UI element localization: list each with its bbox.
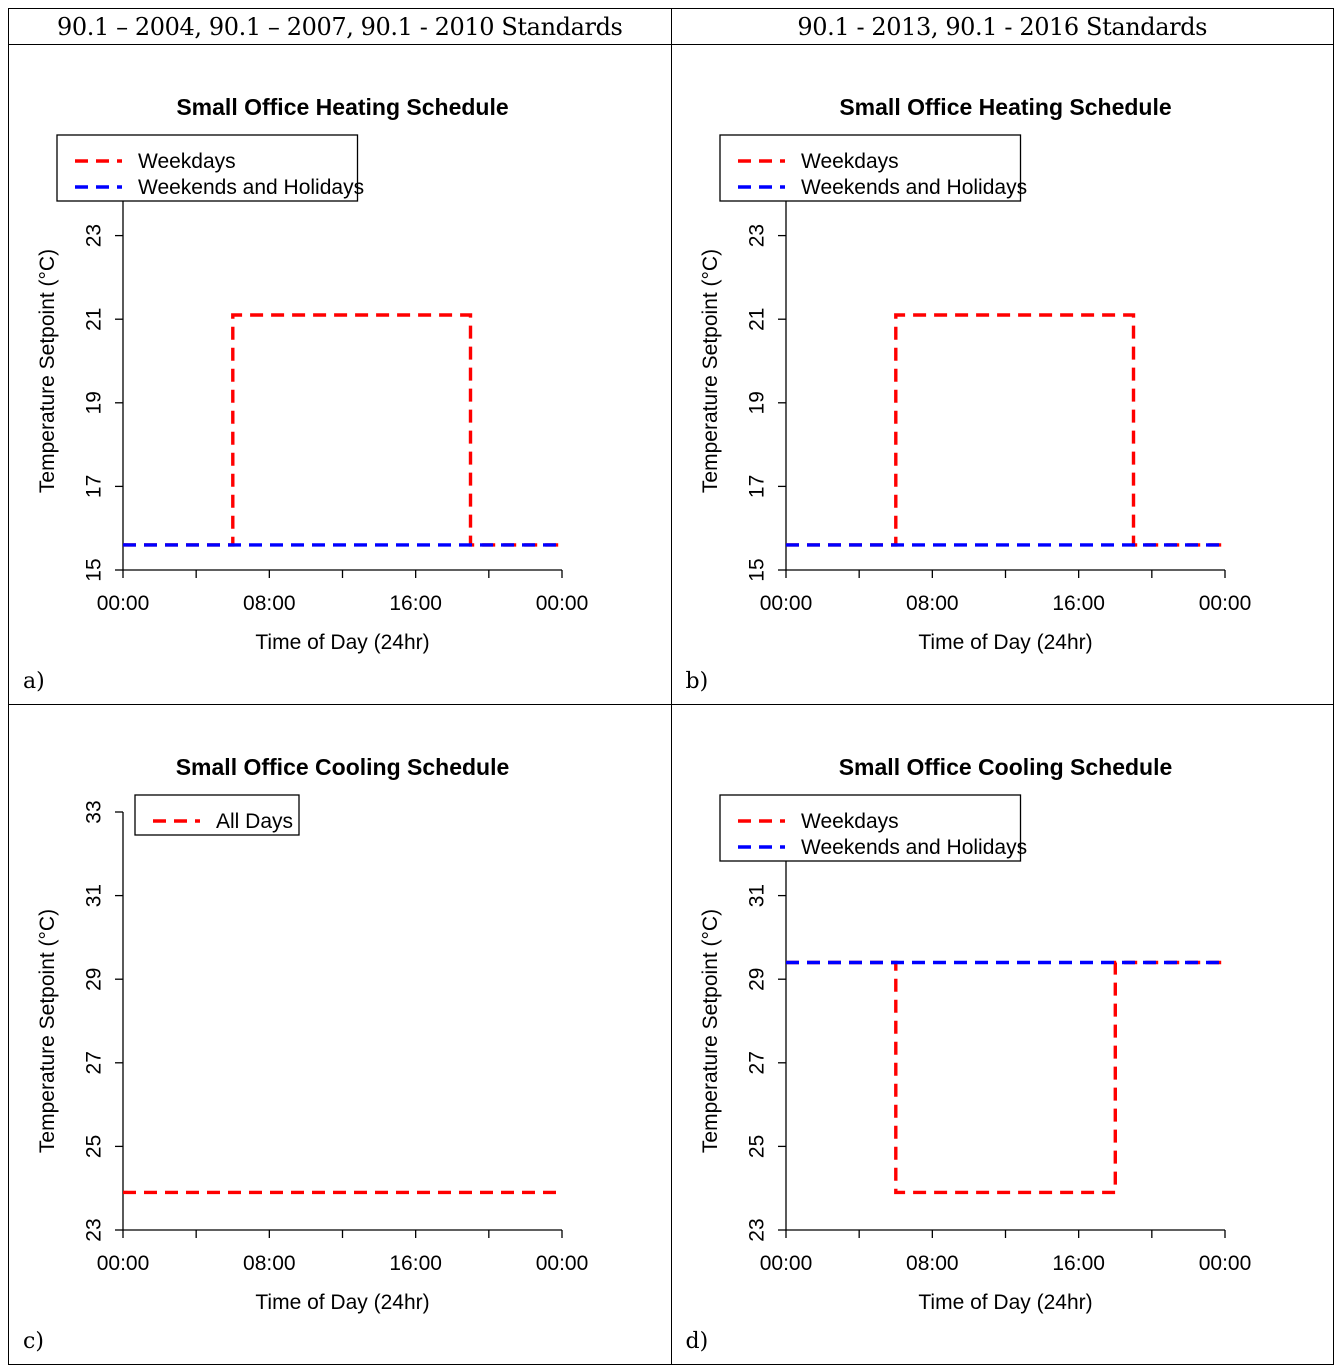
chart-a: Small Office Heating Schedule15171921232… bbox=[36, 94, 589, 654]
y-tick-label: 23 bbox=[745, 1218, 768, 1241]
legend-label: Weekends and Holidays bbox=[801, 836, 1027, 859]
chart-c: Small Office Cooling Schedule 23 25 27 29 31 3… bbox=[36, 754, 589, 1314]
y-tick-label: 27 bbox=[82, 1051, 105, 1074]
legend-box bbox=[718, 134, 1021, 202]
x-tick-label: 08:00 bbox=[243, 592, 296, 615]
chart-b: Small Office Heating Schedule15171921232… bbox=[699, 94, 1251, 654]
legend-label: Weekdays bbox=[138, 150, 236, 173]
x-axis-label: Time of Day (24hr) bbox=[918, 1291, 1092, 1314]
y-tick-label: 23 bbox=[82, 224, 105, 247]
y-tick-label: 29 bbox=[82, 968, 105, 991]
y-tick-label: 15 bbox=[82, 558, 105, 581]
y-tick-label: 31 bbox=[745, 884, 768, 907]
header-left: 90.1 – 2004, 90.1 – 2007, 90.1 - 2010 St… bbox=[8, 8, 672, 45]
y-tick-label: 21 bbox=[745, 308, 768, 331]
y-tick-label: 19 bbox=[82, 391, 105, 414]
y-axis-label: Temperature Setpoint (°C) bbox=[36, 909, 59, 1153]
legend-label: Weekends and Holidays bbox=[138, 176, 364, 199]
chart-title: Small Office Cooling Schedule bbox=[176, 754, 510, 780]
chart-title: Small Office Cooling Schedule bbox=[838, 754, 1172, 780]
panel-label-a: a) bbox=[23, 669, 45, 694]
panel-label-b: b) bbox=[685, 669, 709, 694]
y-tick-label: 31 bbox=[82, 884, 105, 907]
x-tick-label: 08:00 bbox=[243, 1252, 296, 1275]
chart-title: Small Office Heating Schedule bbox=[839, 94, 1171, 120]
x-tick-label: 08:00 bbox=[906, 1252, 959, 1275]
y-tick-label: 17 bbox=[82, 475, 105, 498]
y-tick-label: 23 bbox=[745, 224, 768, 247]
legend-label: Weekdays bbox=[801, 150, 899, 173]
y-axis-label: Temperature Setpoint (°C) bbox=[699, 909, 722, 1153]
y-axis-label: Temperature Setpoint (°C) bbox=[699, 249, 722, 493]
legend-label: Weekends and Holidays bbox=[801, 176, 1027, 199]
panel-c: Small Office Cooling Schedule 23 25 27 29 31 3… bbox=[8, 704, 672, 1365]
legend-box bbox=[134, 794, 300, 836]
x-axis-label: Time of Day (24hr) bbox=[255, 1291, 429, 1314]
x-tick-label: 00:00 bbox=[759, 1252, 812, 1275]
header-right: 90.1 - 2013, 90.1 - 2016 Standards bbox=[670, 8, 1334, 45]
legend-label: All Days bbox=[216, 810, 293, 833]
y-tick-label: 15 bbox=[745, 558, 768, 581]
x-tick-label: 16:00 bbox=[1052, 1252, 1105, 1275]
panel-label-d: d) bbox=[685, 1329, 709, 1354]
x-tick-label: 00:00 bbox=[1198, 1252, 1251, 1275]
chart-title: Small Office Heating Schedule bbox=[176, 94, 508, 120]
x-tick-label: 00:00 bbox=[1198, 592, 1251, 615]
panel-a: Small Office Heating Schedule15171921232… bbox=[8, 44, 672, 705]
y-tick-label: 23 bbox=[82, 1218, 105, 1241]
x-tick-label: 08:00 bbox=[906, 592, 959, 615]
x-tick-label: 00:00 bbox=[97, 1252, 150, 1275]
chart-d: Small Office Cooling Schedule23252729313… bbox=[699, 754, 1251, 1314]
legend-label: Weekdays bbox=[801, 810, 899, 833]
x-axis-label: Time of Day (24hr) bbox=[255, 631, 429, 654]
series-line-1 bbox=[785, 960, 1225, 1195]
x-tick-label: 16:00 bbox=[389, 1252, 442, 1275]
panel-label-c: c) bbox=[23, 1329, 44, 1354]
y-tick-label: 29 bbox=[745, 968, 768, 991]
y-tick-label: 27 bbox=[745, 1051, 768, 1074]
y-tick-label: 21 bbox=[82, 308, 105, 331]
y-tick-label: 25 bbox=[82, 1135, 105, 1158]
x-tick-label: 00:00 bbox=[536, 592, 589, 615]
series-line-1 bbox=[785, 313, 1225, 547]
x-tick-label: 00:00 bbox=[97, 592, 150, 615]
y-tick-label: 17 bbox=[745, 475, 768, 498]
y-axis-label: Temperature Setpoint (°C) bbox=[36, 249, 59, 493]
y-tick-label: 33 bbox=[82, 800, 105, 823]
legend-box bbox=[718, 794, 1021, 862]
panel-b: Small Office Heating Schedule15171921232… bbox=[670, 44, 1334, 705]
figure-table: 90.1 – 2004, 90.1 – 2007, 90.1 - 2010 St… bbox=[8, 8, 1334, 1365]
x-tick-label: 00:00 bbox=[759, 592, 812, 615]
x-tick-label: 16:00 bbox=[389, 592, 442, 615]
x-tick-label: 16:00 bbox=[1052, 592, 1105, 615]
y-tick-label: 19 bbox=[745, 391, 768, 414]
series-line-1 bbox=[123, 313, 562, 547]
legend-box bbox=[56, 134, 359, 202]
y-tick-label: 25 bbox=[745, 1135, 768, 1158]
x-tick-label: 00:00 bbox=[536, 1252, 589, 1275]
x-axis-label: Time of Day (24hr) bbox=[918, 631, 1092, 654]
panel-d: Small Office Cooling Schedule23252729313… bbox=[670, 704, 1334, 1365]
